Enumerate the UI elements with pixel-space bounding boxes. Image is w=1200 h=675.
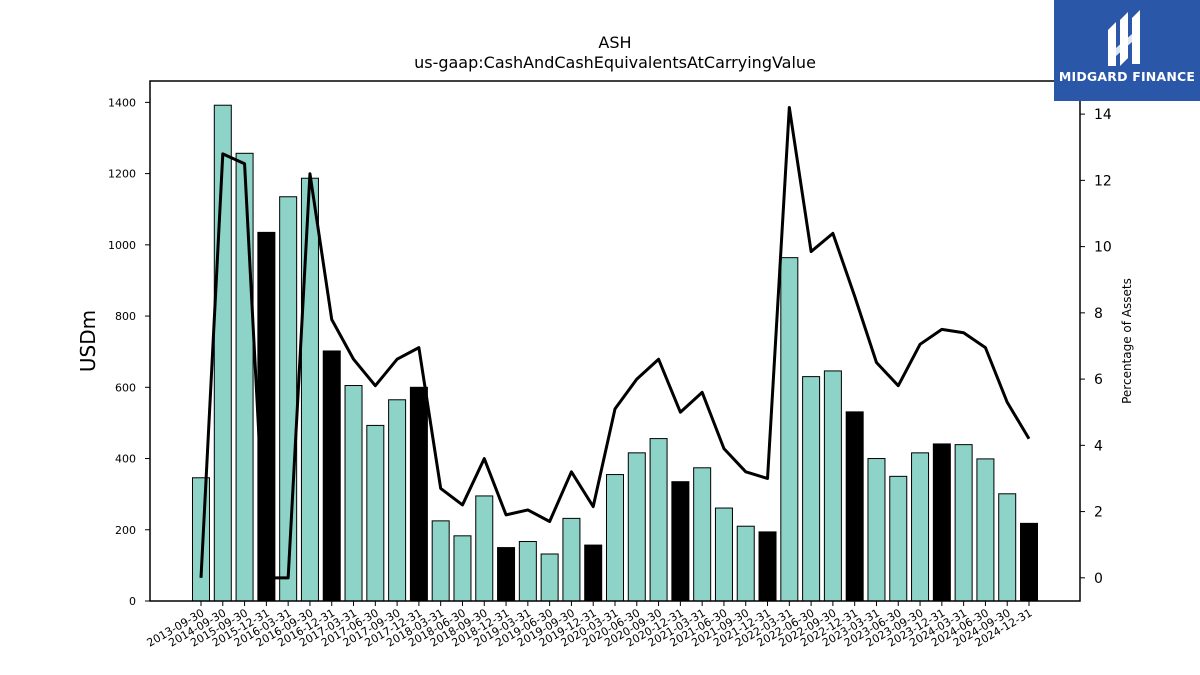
y2-tick-label: 14: [1094, 107, 1112, 123]
bar: [758, 531, 777, 602]
bar: [649, 438, 668, 602]
bar: [518, 541, 537, 602]
y2-tick-label: 8: [1094, 306, 1103, 322]
chart-title: ASH: [598, 33, 631, 52]
chart-subtitle: us-gaap:CashAndCashEquivalentsAtCarrying…: [414, 53, 816, 72]
y-tick-label: 200: [115, 524, 136, 537]
y2-tick-label: 10: [1094, 240, 1112, 256]
bar: [279, 196, 298, 602]
y2-tick-label: 4: [1094, 438, 1103, 454]
y-tick-label: 600: [115, 381, 136, 394]
y-axis-label: USDm: [76, 310, 100, 372]
y-tick-label: 1000: [108, 239, 136, 252]
bar-group: [192, 104, 1038, 602]
bar: [584, 544, 603, 602]
bar: [889, 475, 908, 602]
bar: [409, 386, 428, 602]
bar: [627, 452, 646, 602]
midgard-logo-icon: [1108, 10, 1140, 66]
y2-axis-label: Percentage of Assets: [1120, 278, 1134, 404]
bar: [998, 493, 1017, 602]
bar: [322, 350, 341, 602]
y2-tick-label: 6: [1094, 372, 1103, 388]
y-tick-label: 800: [115, 310, 136, 323]
bar: [780, 257, 799, 602]
y-tick-label: 400: [115, 453, 136, 466]
logo-text: MIDGARD FINANCE: [1058, 69, 1196, 84]
bar: [714, 507, 733, 602]
bar: [235, 152, 254, 602]
y-axis-left: 0 200 400 600 800 1000 1200 1400: [108, 96, 150, 608]
y-tick-label: 0: [129, 595, 136, 608]
bar: [693, 467, 712, 602]
bar: [932, 443, 951, 602]
bar: [671, 481, 690, 602]
bar: [911, 452, 930, 602]
bar: [257, 231, 276, 602]
y-tick-label: 1200: [108, 168, 136, 181]
line-group: [199, 106, 1031, 580]
bar: [453, 535, 472, 602]
bar: [300, 177, 319, 602]
bar: [736, 525, 755, 602]
bar: [562, 517, 581, 602]
bar: [802, 376, 821, 602]
y2-tick-label: 12: [1094, 173, 1112, 189]
y2-tick-label: 2: [1094, 505, 1103, 521]
bar: [497, 547, 516, 602]
bar: [344, 385, 363, 602]
bar: [976, 458, 995, 602]
bar: [475, 495, 494, 602]
percentage-line: [199, 106, 1031, 580]
y2-tick-label: 0: [1094, 571, 1103, 587]
x-axis: 2013-09-302014-09-302015-09-302015-12-31…: [145, 601, 1035, 650]
y-tick-label: 1400: [108, 96, 136, 109]
bar: [431, 520, 450, 602]
bar: [954, 444, 973, 602]
bar: [388, 399, 407, 602]
bar: [192, 477, 210, 602]
bar: [366, 424, 385, 602]
midgard-finance-logo: MIDGARD FINANCE: [1054, 0, 1200, 101]
bar: [540, 553, 559, 602]
bar: [823, 370, 842, 602]
bar: [1020, 522, 1038, 602]
bar: [606, 474, 624, 602]
y-axis-right: 0 2 4 6 8 10 12 14: [1080, 107, 1112, 587]
bar: [845, 411, 864, 602]
bar: [867, 458, 886, 602]
